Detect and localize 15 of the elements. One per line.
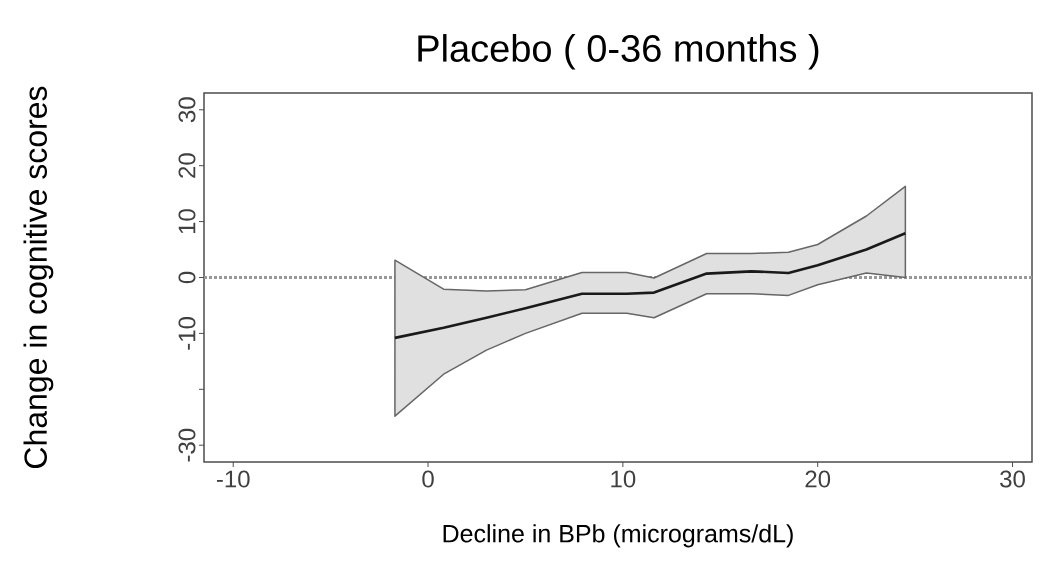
y-tick-label: 30 xyxy=(178,97,196,123)
chart-title: Placebo ( 0-36 months ) xyxy=(418,34,819,70)
x-axis-title: Decline in BPb (micrograms/dL) xyxy=(443,524,793,548)
x-tick-label: 30 xyxy=(1000,470,1025,488)
y-tick-label: -10 xyxy=(178,317,196,350)
x-tick-label: 10 xyxy=(611,470,636,488)
y-tick-label: 10 xyxy=(178,209,196,234)
y-tick-label: 0 xyxy=(178,271,196,284)
line-series xyxy=(393,232,907,340)
y-tick-label: -30 xyxy=(178,428,196,462)
x-tick-label: -10 xyxy=(216,470,250,488)
y-tick-label: 20 xyxy=(178,153,196,178)
x-tick-label: 0 xyxy=(422,470,434,488)
x-tick-label: 20 xyxy=(805,470,831,488)
y-axis-title: Change in cognitive scores xyxy=(23,86,54,468)
